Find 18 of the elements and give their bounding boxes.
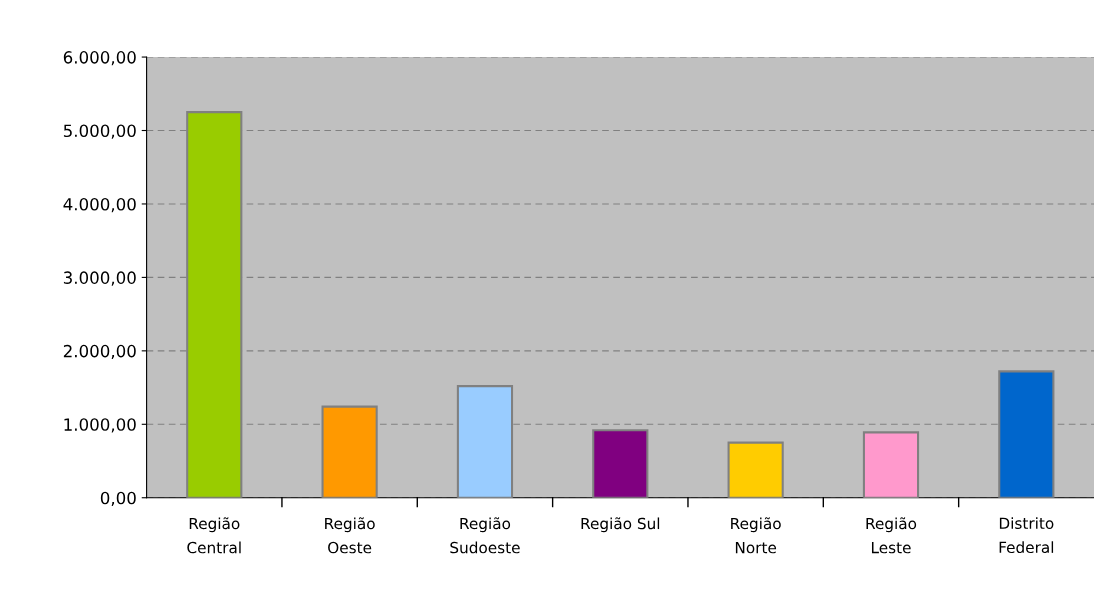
bar [592,429,649,498]
x-tick-label: Região Oeste [325,517,375,554]
y-tick-label: 0,00 [100,491,136,507]
x-tick-label: Região Sul [581,517,660,533]
y-tick-label: 3.000,00 [63,271,136,286]
x-tick-label: Região Leste [866,517,917,554]
bar [862,431,920,498]
x-tick-label: Região Central [187,517,241,554]
x-tick-label: Região Norte [731,517,781,554]
bar [456,385,514,498]
y-tick-label: 1.000,00 [64,418,136,433]
bar [727,441,784,498]
y-tick-label: 2.000,00 [63,344,136,360]
x-tick-label: Região Sudoeste [450,517,520,554]
y-tick-label: 4.000,00 [63,197,136,213]
y-tick-label: 6.000,00 [63,51,136,66]
y-tick-label: 5.000,00 [63,124,136,139]
x-tick-label: Distrito Federal [999,517,1054,554]
